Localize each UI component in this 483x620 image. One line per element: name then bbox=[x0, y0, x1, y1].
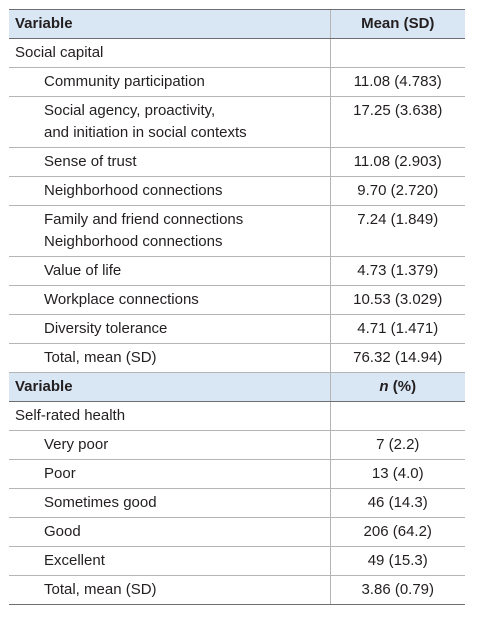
table-row: Family and friend connections Neighborho… bbox=[9, 205, 465, 257]
row-value: 4.73 (1.379) bbox=[329, 256, 465, 286]
row-label: Very poor bbox=[9, 430, 330, 460]
section-label: Self-rated health bbox=[9, 401, 330, 431]
section-row-social-capital: Social capital bbox=[9, 38, 465, 68]
row-value: 11.08 (4.783) bbox=[329, 67, 465, 97]
header-n-italic: n bbox=[379, 378, 389, 395]
table-row-total: Total, mean (SD) 3.86 (0.79) bbox=[9, 575, 465, 605]
table-row: Diversity tolerance 4.71 (1.471) bbox=[9, 314, 465, 344]
table-row: Neighborhood connections 9.70 (2.720) bbox=[9, 176, 465, 206]
row-value: 49 (15.3) bbox=[329, 546, 465, 576]
row-value: 7.24 (1.849) bbox=[329, 205, 465, 257]
row-label: Workplace connections bbox=[9, 285, 330, 315]
statistics-table: Variable Mean (SD) Social capital Commun… bbox=[9, 9, 465, 605]
row-label: Excellent bbox=[9, 546, 330, 576]
table-row-total: Total, mean (SD) 76.32 (14.94) bbox=[9, 343, 465, 373]
table-row: Sometimes good 46 (14.3) bbox=[9, 488, 465, 518]
section-value-empty bbox=[329, 401, 465, 431]
row-label: Community participation bbox=[9, 67, 330, 97]
section-row-self-rated-health: Self-rated health bbox=[9, 401, 465, 431]
row-value: 10.53 (3.029) bbox=[329, 285, 465, 315]
row-label: Total, mean (SD) bbox=[9, 343, 330, 373]
table-row: Community participation 11.08 (4.783) bbox=[9, 67, 465, 97]
row-value: 4.71 (1.471) bbox=[329, 314, 465, 344]
row-label: Poor bbox=[9, 459, 330, 489]
table-row: Good 206 (64.2) bbox=[9, 517, 465, 547]
row-label: Neighborhood connections bbox=[9, 176, 330, 206]
row-label: Sometimes good bbox=[9, 488, 330, 518]
row-label: Total, mean (SD) bbox=[9, 575, 330, 605]
header-row-mean: Variable Mean (SD) bbox=[9, 9, 465, 39]
table-row: Value of life 4.73 (1.379) bbox=[9, 256, 465, 286]
row-value: 3.86 (0.79) bbox=[329, 575, 465, 605]
section-label: Social capital bbox=[9, 38, 330, 68]
row-label: Good bbox=[9, 517, 330, 547]
row-label: Diversity tolerance bbox=[9, 314, 330, 344]
row-value: 206 (64.2) bbox=[329, 517, 465, 547]
header-mean-sd: Mean (SD) bbox=[329, 9, 465, 39]
row-label: Social agency, proactivity, and initiati… bbox=[9, 96, 330, 148]
table-row: Social agency, proactivity, and initiati… bbox=[9, 96, 465, 148]
row-value: 11.08 (2.903) bbox=[329, 147, 465, 177]
row-value: 7 (2.2) bbox=[329, 430, 465, 460]
row-value: 17.25 (3.638) bbox=[329, 96, 465, 148]
header-row-n-percent: Variable n (%) bbox=[9, 372, 465, 402]
section-value-empty bbox=[329, 38, 465, 68]
row-label: Family and friend connections Neighborho… bbox=[9, 205, 330, 257]
row-label: Value of life bbox=[9, 256, 330, 286]
row-value: 9.70 (2.720) bbox=[329, 176, 465, 206]
table-row: Poor 13 (4.0) bbox=[9, 459, 465, 489]
table-row: Very poor 7 (2.2) bbox=[9, 430, 465, 460]
row-label: Sense of trust bbox=[9, 147, 330, 177]
header-n-percent: n (%) bbox=[329, 372, 465, 402]
header-variable: Variable bbox=[9, 372, 330, 402]
row-value: 76.32 (14.94) bbox=[329, 343, 465, 373]
table-row: Excellent 49 (15.3) bbox=[9, 546, 465, 576]
row-value: 46 (14.3) bbox=[329, 488, 465, 518]
row-value: 13 (4.0) bbox=[329, 459, 465, 489]
table-row: Sense of trust 11.08 (2.903) bbox=[9, 147, 465, 177]
header-variable: Variable bbox=[9, 9, 330, 39]
table-row: Workplace connections 10.53 (3.029) bbox=[9, 285, 465, 315]
header-percent: (%) bbox=[388, 378, 417, 395]
